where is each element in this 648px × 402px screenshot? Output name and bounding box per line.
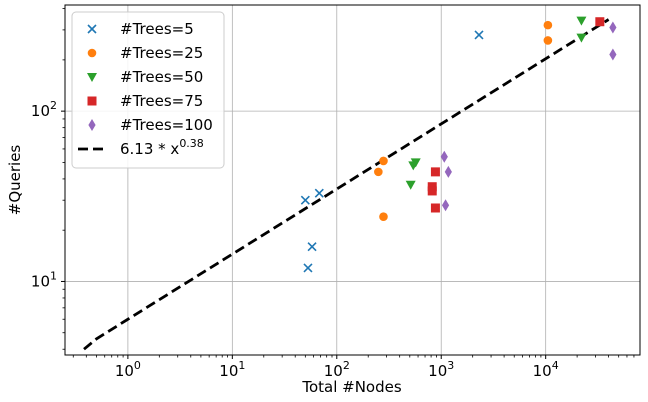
legend-marker	[87, 96, 97, 106]
data-point	[405, 180, 416, 190]
legend-marker	[87, 73, 97, 82]
series-1	[300, 30, 484, 273]
ticks-layer: 100 101 102 103 104 101 102	[31, 8, 635, 380]
data-point	[307, 242, 317, 252]
legend: #Trees=5 #Trees=25 #Trees=50 #Trees=75 #Tree…	[71, 11, 225, 169]
x-tick-label: 104	[533, 359, 559, 380]
series-2	[374, 20, 553, 222]
x-tick-label: 101	[219, 359, 245, 380]
data-point	[543, 36, 553, 45]
legend-label: #Trees=75	[120, 92, 203, 110]
legend-label: #Trees=100	[120, 116, 213, 134]
data-point	[440, 150, 448, 163]
legend-fit-label: 6.13 * x0.38	[120, 137, 204, 158]
data-point	[441, 199, 450, 212]
data-point	[430, 203, 440, 213]
y-tick-label: 101	[31, 269, 57, 290]
data-point	[576, 16, 587, 26]
plot-frame	[64, 4, 641, 356]
y-tick-label: 102	[31, 99, 57, 120]
legend-entry: #Trees=25	[87, 44, 203, 62]
series-4	[427, 17, 605, 213]
data-point	[576, 33, 587, 43]
y-axis-label: #Queries	[6, 145, 24, 216]
x-axis-label: Total #Nodes	[301, 378, 402, 396]
data-point	[474, 30, 484, 40]
data-point	[303, 263, 313, 273]
legend-label: #Trees=5	[120, 20, 194, 38]
data-point	[595, 17, 605, 27]
data-point	[609, 21, 617, 34]
legend-marker	[87, 24, 97, 34]
series-3	[405, 16, 587, 190]
legend-marker	[88, 119, 96, 131]
legend-entry: #Trees=100	[88, 116, 213, 134]
legend-label: #Trees=50	[120, 68, 203, 86]
points-layer	[300, 16, 617, 273]
data-point	[430, 167, 440, 177]
data-point	[374, 167, 383, 177]
legend-label: #Trees=25	[120, 44, 203, 62]
data-point	[379, 156, 388, 166]
fit-line	[83, 18, 610, 351]
data-point	[543, 20, 553, 30]
data-point	[609, 48, 617, 61]
legend-entry: #Trees=50	[87, 68, 203, 86]
data-point	[314, 188, 324, 198]
series-5	[440, 21, 617, 212]
legend-marker	[87, 48, 97, 58]
x-tick-label: 100	[115, 359, 141, 380]
data-point	[300, 195, 310, 205]
fit-layer	[83, 18, 610, 351]
legend-entry: #Trees=5	[87, 20, 194, 38]
data-point	[427, 186, 437, 196]
data-point	[444, 165, 452, 178]
data-point	[379, 212, 388, 222]
legend-entry-fit: 6.13 * x0.38	[78, 137, 204, 158]
x-tick-label: 103	[428, 359, 454, 380]
legend-box	[71, 11, 225, 169]
x-tick-label: 102	[324, 359, 350, 380]
legend-entry: #Trees=75	[87, 92, 203, 110]
data-point	[410, 158, 421, 168]
